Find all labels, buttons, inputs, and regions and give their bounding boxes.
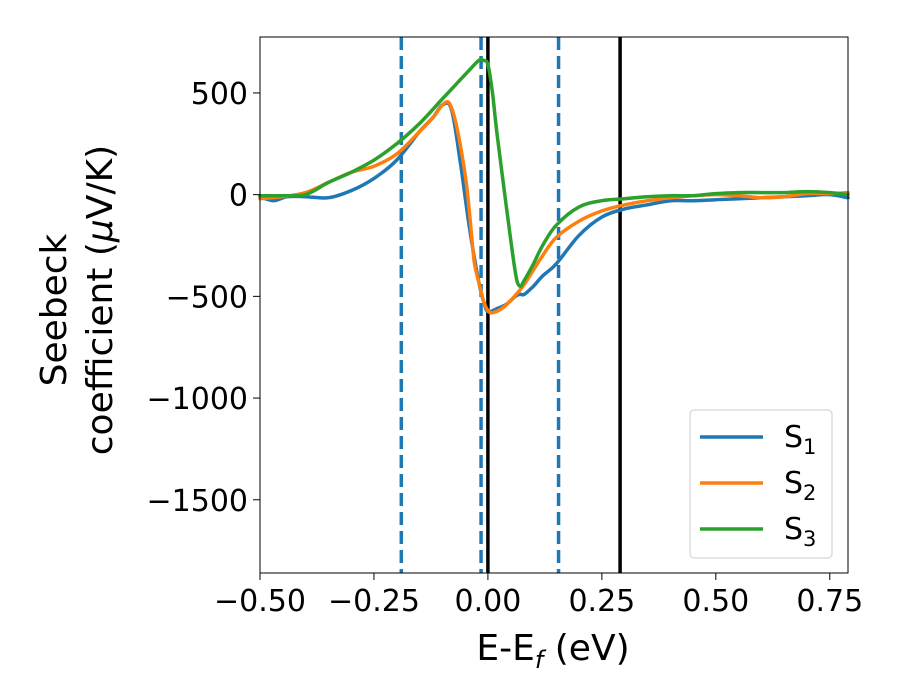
- series-line-s2: [258, 100, 850, 315]
- series-line-s1: [258, 101, 850, 314]
- y-tick-label: −1000: [147, 382, 248, 417]
- reference-lines: [399, 37, 622, 573]
- x-tick-label: 0.00: [455, 584, 522, 619]
- y-axis-label-line2: coefficient (μV/K): [80, 145, 121, 455]
- x-tick-label: −0.50: [214, 584, 306, 619]
- y-tick-label: −1500: [147, 484, 248, 519]
- x-tick-label: 0.75: [796, 584, 863, 619]
- legend: S1 S2 S3: [689, 409, 833, 559]
- series-line-s3: [258, 57, 850, 289]
- x-tick-label: 0.50: [682, 584, 749, 619]
- y-axis-label-line1: Seebeck: [34, 233, 75, 386]
- legend-label-s1: S1: [784, 420, 816, 459]
- y-tick-label: 0: [229, 179, 248, 214]
- x-axis-label: E-Ef (eV): [476, 628, 629, 674]
- x-tick-label: 0.25: [568, 584, 635, 619]
- plot-frame: [259, 36, 849, 574]
- series-lines: [258, 57, 850, 315]
- legend-label-s3: S3: [784, 512, 816, 551]
- x-tick-label: −0.25: [328, 584, 420, 619]
- y-tick-label: −500: [166, 280, 248, 315]
- y-tick-label: 500: [191, 77, 248, 112]
- legend-label-s2: S2: [784, 466, 816, 505]
- y-ticks: 500 0 −500 −1000 −1500: [147, 77, 260, 519]
- x-ticks: −0.50 −0.25 0.00 0.25 0.50 0.75: [214, 573, 863, 619]
